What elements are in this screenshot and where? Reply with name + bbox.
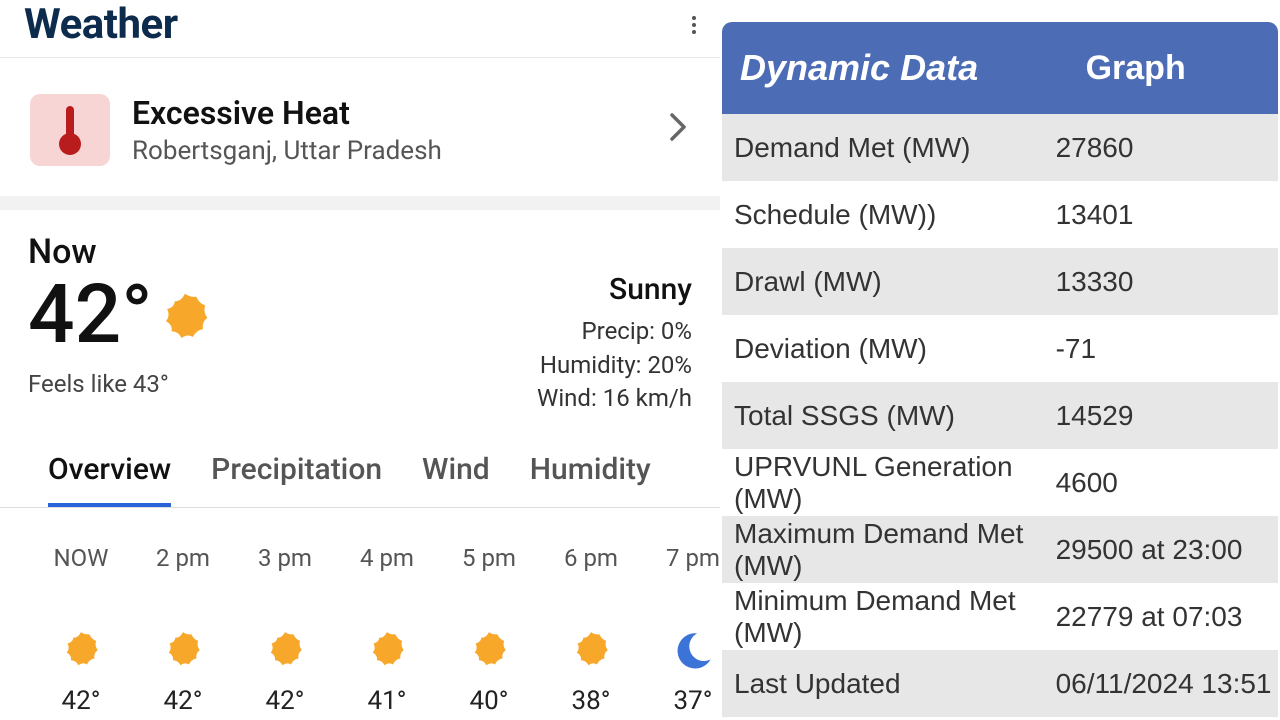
data-table-header: Dynamic Data Graph bbox=[722, 22, 1278, 114]
row-value: 27860 bbox=[1056, 132, 1278, 164]
hour-temp: 42° bbox=[266, 686, 305, 716]
hour-time: 5 pm bbox=[462, 544, 516, 572]
row-value: 06/11/2024 13:51 bbox=[1056, 668, 1278, 700]
hour-time: NOW bbox=[54, 544, 109, 572]
current-temp: 42° bbox=[28, 274, 153, 356]
sun-icon bbox=[570, 630, 612, 672]
moon-icon bbox=[672, 630, 714, 672]
hourly-forecast[interactable]: NOW 42° 2 pm 42° 3 pm 42° 4 pm 41° 5 pm 40° 6 pm 38… bbox=[0, 508, 720, 716]
row-label: Drawl (MW) bbox=[722, 266, 1056, 298]
hour-time: 7 pm bbox=[666, 544, 720, 572]
row-value: 4600 bbox=[1056, 467, 1278, 499]
row-value: 14529 bbox=[1056, 400, 1278, 432]
precip-stat: Precip: 0% bbox=[537, 315, 692, 349]
row-value: 29500 at 23:00 bbox=[1056, 534, 1278, 566]
sun-icon bbox=[264, 630, 306, 672]
alert-location: Robertsganj, Uttar Pradesh bbox=[132, 136, 648, 166]
humidity-stat: Humidity: 20% bbox=[537, 349, 692, 383]
condition: Sunny bbox=[537, 272, 692, 307]
hour-col[interactable]: 6 pm 38° bbox=[540, 544, 642, 716]
header-dynamic-data[interactable]: Dynamic Data bbox=[722, 47, 1056, 89]
weather-panel: Weather Excessive Heat Robertsganj, Utta… bbox=[0, 0, 720, 720]
table-row: Maximum Demand Met (MW)29500 at 23:00 bbox=[722, 516, 1278, 583]
row-label: Minimum Demand Met (MW) bbox=[722, 585, 1056, 649]
table-row: Last Updated06/11/2024 13:51 bbox=[722, 650, 1278, 717]
hour-col[interactable]: 4 pm 41° bbox=[336, 544, 438, 716]
hour-col[interactable]: 3 pm 42° bbox=[234, 544, 336, 716]
row-label: Maximum Demand Met (MW) bbox=[722, 518, 1056, 582]
hour-time: 2 pm bbox=[156, 544, 210, 572]
row-label: Total SSGS (MW) bbox=[722, 400, 1056, 432]
now-label: Now bbox=[28, 232, 213, 272]
sun-icon bbox=[366, 630, 408, 672]
header-graph[interactable]: Graph bbox=[1056, 49, 1278, 88]
data-panel: Dynamic Data Graph Demand Met (MW)27860S… bbox=[720, 0, 1280, 720]
row-value: -71 bbox=[1056, 333, 1278, 365]
row-value: 13401 bbox=[1056, 199, 1278, 231]
section-divider bbox=[0, 196, 720, 210]
row-label: Schedule (MW)) bbox=[722, 199, 1056, 231]
chevron-right-icon bbox=[670, 113, 698, 148]
row-value: 22779 at 07:03 bbox=[1056, 601, 1278, 633]
current-weather: Now 42° Feels like 43° Sunny Precip: 0% … bbox=[0, 210, 720, 426]
tab-wind[interactable]: Wind bbox=[422, 452, 490, 507]
wind-stat: Wind: 16 km/h bbox=[537, 382, 692, 416]
sun-icon bbox=[60, 630, 102, 672]
hour-time: 3 pm bbox=[258, 544, 312, 572]
tab-precipitation[interactable]: Precipitation bbox=[211, 452, 382, 507]
weather-alert-card[interactable]: Excessive Heat Robertsganj, Uttar Prades… bbox=[16, 80, 712, 180]
row-label: Demand Met (MW) bbox=[722, 132, 1056, 164]
tab-overview[interactable]: Overview bbox=[48, 452, 171, 507]
hour-col[interactable]: 5 pm 40° bbox=[438, 544, 540, 716]
row-label: Deviation (MW) bbox=[722, 333, 1056, 365]
hour-temp: 41° bbox=[368, 686, 407, 716]
sun-icon bbox=[162, 630, 204, 672]
more-menu-icon[interactable] bbox=[692, 16, 696, 34]
thermometer-icon bbox=[30, 94, 110, 166]
hour-temp: 42° bbox=[62, 686, 101, 716]
row-label: Last Updated bbox=[722, 668, 1056, 700]
table-row: Deviation (MW)-71 bbox=[722, 315, 1278, 382]
row-label: UPRVUNL Generation (MW) bbox=[722, 451, 1056, 515]
hour-temp: 42° bbox=[164, 686, 203, 716]
weather-header: Weather bbox=[0, 0, 720, 58]
alert-title: Excessive Heat bbox=[132, 94, 648, 132]
feels-like: Feels like 43° bbox=[28, 370, 213, 398]
hour-col[interactable]: 2 pm 42° bbox=[132, 544, 234, 716]
data-table-body: Demand Met (MW)27860Schedule (MW))13401D… bbox=[722, 114, 1278, 717]
table-row: Total SSGS (MW)14529 bbox=[722, 382, 1278, 449]
hour-temp: 37° bbox=[674, 686, 713, 716]
hour-time: 4 pm bbox=[360, 544, 414, 572]
table-row: Minimum Demand Met (MW)22779 at 07:03 bbox=[722, 583, 1278, 650]
row-value: 13330 bbox=[1056, 266, 1278, 298]
sun-icon bbox=[157, 291, 213, 347]
alert-text: Excessive Heat Robertsganj, Uttar Prades… bbox=[132, 94, 648, 166]
table-row: UPRVUNL Generation (MW)4600 bbox=[722, 449, 1278, 516]
page-title: Weather bbox=[24, 0, 178, 49]
hour-temp: 38° bbox=[572, 686, 611, 716]
hour-col[interactable]: NOW 42° bbox=[30, 544, 132, 716]
hour-temp: 40° bbox=[470, 686, 509, 716]
sun-icon bbox=[468, 630, 510, 672]
hour-time: 6 pm bbox=[564, 544, 618, 572]
table-row: Schedule (MW))13401 bbox=[722, 181, 1278, 248]
table-row: Drawl (MW)13330 bbox=[722, 248, 1278, 315]
weather-tabs: Overview Precipitation Wind Humidity bbox=[0, 426, 720, 508]
table-row: Demand Met (MW)27860 bbox=[722, 114, 1278, 181]
tab-humidity[interactable]: Humidity bbox=[530, 452, 651, 507]
